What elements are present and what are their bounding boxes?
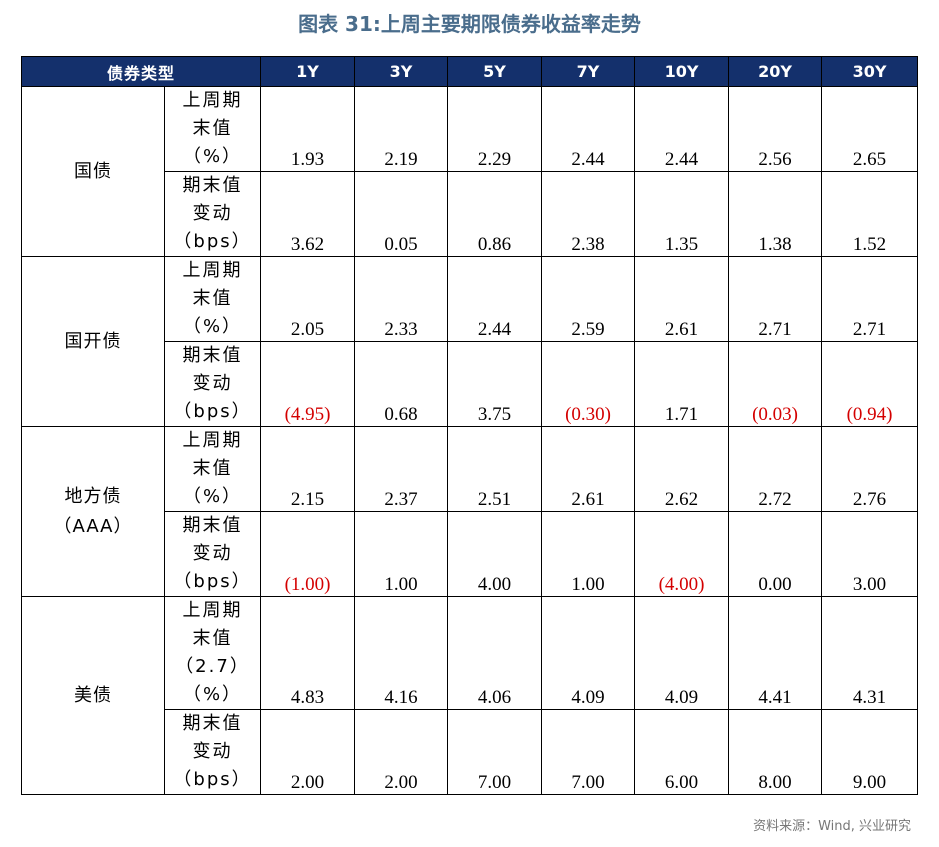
- header-tenor: 5Y: [447, 56, 543, 87]
- value-cell: 4.31: [821, 596, 919, 710]
- table-row: 期末值 变动 （bps） (4.95) 0.68 3.75 (0.30) 1.71 (0.0…: [22, 341, 919, 427]
- value-cell: 4.00: [447, 511, 543, 597]
- value-cell: 1.00: [354, 511, 449, 597]
- value-cell: 2.59: [541, 256, 636, 342]
- bond-type-cell: 美债: [21, 596, 165, 795]
- value-cell: 2.61: [541, 426, 636, 512]
- value-cell: 2.51: [447, 426, 543, 512]
- value-cell: 7.00: [541, 709, 636, 795]
- chart-title: 图表 31:上周主要期限债券收益率走势: [298, 12, 641, 36]
- value-cell: 7.00: [447, 709, 543, 795]
- header-tenor: 3Y: [354, 56, 449, 87]
- metric-label: 上周期 末值 （%）: [163, 86, 262, 172]
- value-cell: 0.00: [728, 511, 823, 597]
- table-row: 国债 上周期 末值 （%） 1.93 2.19 2.29 2.44 2.44 2.56 2.65: [21, 86, 919, 257]
- value-cell: 2.00: [260, 709, 356, 795]
- value-cell: 6.00: [634, 709, 730, 795]
- metric-label: 期末值 变动 （bps）: [163, 709, 262, 795]
- value-cell: 4.09: [634, 596, 730, 710]
- source-note: 资料来源：Wind, 兴业研究: [753, 819, 911, 834]
- value-cell: 2.61: [634, 256, 730, 342]
- value-cell: (0.30): [541, 341, 636, 427]
- header-tenor: 30Y: [821, 56, 919, 87]
- value-cell: 2.44: [541, 86, 636, 172]
- value-cell: (1.00): [260, 511, 356, 597]
- value-cell: 2.76: [821, 426, 919, 512]
- value-cell: 2.62: [634, 426, 730, 512]
- value-cell: 2.72: [728, 426, 823, 512]
- header-tenor: 1Y: [260, 56, 356, 87]
- value-cell: 2.71: [728, 256, 823, 342]
- table-body: 国债 上周期 末值 （%） 1.93 2.19 2.29 2.44 2.44 2.56 2.65…: [21, 86, 919, 795]
- table-row: 地方债 （AAA） 上周期 末值 （%） 2.15 2.37 2.51 2.61 2.62 2…: [21, 426, 919, 597]
- value-cell: 0.68: [354, 341, 449, 427]
- bond-type-cell: 国债: [21, 86, 165, 257]
- header-tenor: 7Y: [541, 56, 636, 87]
- value-cell: 2.29: [447, 86, 543, 172]
- metric-label: 期末值 变动 （bps）: [163, 171, 262, 257]
- value-cell: 0.05: [354, 171, 449, 257]
- value-cell: 3.62: [260, 171, 356, 257]
- value-cell: 2.38: [541, 171, 636, 257]
- value-cell: 2.15: [260, 426, 356, 512]
- metric-label: 上周期 末值 （%）: [163, 426, 262, 512]
- value-cell: (0.94): [821, 341, 919, 427]
- header-bond-type: 债券类型: [20, 56, 262, 87]
- value-cell: 2.65: [821, 86, 919, 172]
- table-row: 期末值 变动 （bps） (1.00) 1.00 4.00 1.00 (4.00) 0.00…: [22, 511, 919, 597]
- value-cell: 2.44: [634, 86, 730, 172]
- bond-type-cell: 地方债 （AAA）: [21, 426, 165, 597]
- value-cell: 1.38: [728, 171, 823, 257]
- header-tenor: 10Y: [634, 56, 730, 87]
- value-cell: 4.83: [260, 596, 356, 710]
- value-cell: (0.03): [728, 341, 823, 427]
- value-cell: 2.05: [260, 256, 356, 342]
- metric-label: 上周期 末值 （2.7） （%）: [163, 596, 262, 710]
- value-cell: 8.00: [728, 709, 823, 795]
- value-cell: 2.19: [354, 86, 449, 172]
- value-cell: 1.71: [634, 341, 730, 427]
- value-cell: 2.56: [728, 86, 823, 172]
- value-cell: 2.00: [354, 709, 449, 795]
- value-cell: 4.16: [354, 596, 449, 710]
- header-row: 债券类型 1Y 3Y 5Y 7Y 10Y 20Y 30Y: [20, 56, 919, 87]
- value-cell: 3.00: [821, 511, 919, 597]
- value-cell: 4.06: [447, 596, 543, 710]
- value-cell: (4.95): [260, 341, 356, 427]
- metric-label: 上周期 末值 （%）: [163, 256, 262, 342]
- value-cell: 1.00: [541, 511, 636, 597]
- value-cell: 1.35: [634, 171, 730, 257]
- value-cell: 4.41: [728, 596, 823, 710]
- value-cell: 1.52: [821, 171, 919, 257]
- value-cell: 2.37: [354, 426, 449, 512]
- value-cell: 2.71: [821, 256, 919, 342]
- header-tenor: 20Y: [728, 56, 823, 87]
- value-cell: 9.00: [821, 709, 919, 795]
- table-row: 美债 上周期 末值 （2.7） （%） 4.83 4.16 4.06 4.09 4.09 4.…: [21, 596, 919, 795]
- value-cell: 0.86: [447, 171, 543, 257]
- table-row: 期末值 变动 （bps） 2.00 2.00 7.00 7.00 6.00 8.00 9.00: [22, 709, 919, 795]
- bond-yield-table: 债券类型 1Y 3Y 5Y 7Y 10Y 20Y 30Y 国债 上周期 末值 （%…: [20, 56, 919, 795]
- bond-type-cell: 国开债: [21, 256, 165, 427]
- value-cell: 2.33: [354, 256, 449, 342]
- table-row: 期末值 变动 （bps） 3.62 0.05 0.86 2.38 1.35 1.38 1.52: [22, 171, 919, 257]
- value-cell: (4.00): [634, 511, 730, 597]
- value-cell: 3.75: [447, 341, 543, 427]
- value-cell: 2.44: [447, 256, 543, 342]
- metric-label: 期末值 变动 （bps）: [163, 511, 262, 597]
- table-row: 国开债 上周期 末值 （%） 2.05 2.33 2.44 2.59 2.61 2.71 2.7…: [21, 256, 919, 427]
- value-cell: 1.93: [260, 86, 356, 172]
- value-cell: 4.09: [541, 596, 636, 710]
- metric-label: 期末值 变动 （bps）: [163, 341, 262, 427]
